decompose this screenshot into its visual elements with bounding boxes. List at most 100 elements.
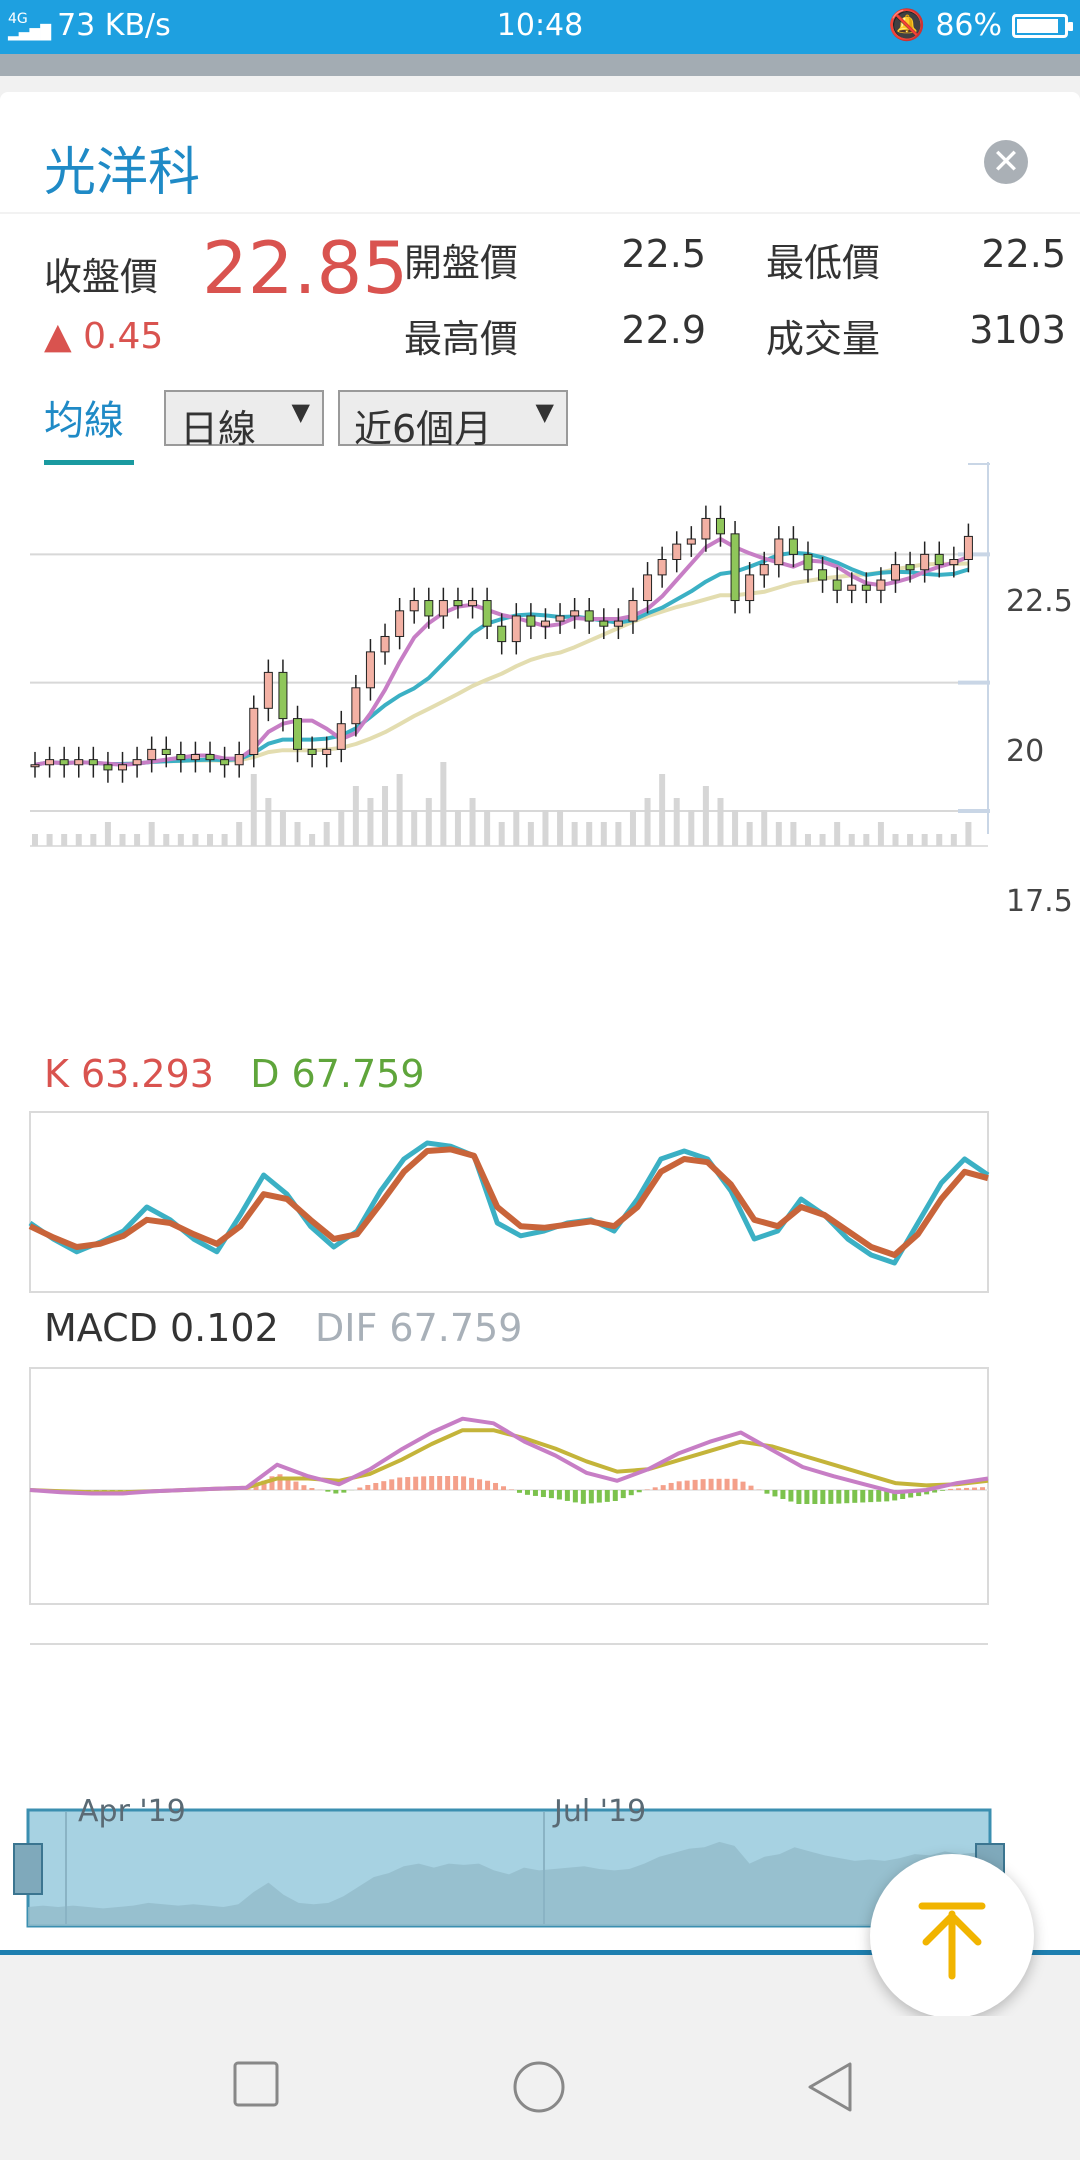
candle [905, 564, 915, 571]
high-price-label: 最高價 [404, 317, 519, 361]
macd-histogram-bar [884, 1490, 890, 1502]
candle [307, 748, 317, 755]
open-price-value: 22.5 [621, 232, 706, 276]
mute-icon: 🔕 [887, 8, 926, 43]
home-icon[interactable] [512, 2060, 566, 2114]
x-tick-label: Jul '19 [554, 1794, 647, 1829]
volume-bar [425, 798, 432, 846]
volume-bar [104, 822, 111, 846]
navigator-handle-left [13, 1843, 43, 1895]
candle [686, 538, 696, 545]
recent-apps-icon[interactable] [232, 2060, 280, 2108]
macd-histogram-bar [628, 1490, 634, 1496]
macd-histogram-bar [980, 1487, 986, 1490]
candle [438, 600, 448, 617]
candle [584, 610, 594, 622]
volume-bar [148, 822, 155, 846]
candle [205, 754, 215, 761]
volume-bar [498, 822, 505, 846]
candle [395, 610, 405, 637]
macd-histogram-bar [932, 1490, 938, 1493]
macd-histogram-bar [620, 1490, 626, 1499]
macd-histogram-bar [365, 1484, 371, 1490]
candle [147, 748, 157, 761]
macd-histogram-bar [796, 1490, 802, 1504]
candle [759, 564, 769, 576]
close-price-label: 收盤價 [44, 255, 159, 299]
macd-histogram-bar [788, 1490, 794, 1502]
candle [234, 754, 244, 766]
macd-histogram-bar [764, 1490, 770, 1494]
macd-histogram-bar [524, 1490, 530, 1495]
period-select[interactable]: 日線 ▼ [164, 390, 324, 451]
candle [628, 600, 638, 622]
macd-histogram-bar [556, 1490, 562, 1500]
macd-histogram-bar [604, 1490, 610, 1502]
candle [176, 754, 186, 761]
candle [540, 620, 550, 627]
close-icon[interactable]: ✕ [984, 140, 1028, 184]
volume-bar [819, 834, 826, 846]
ma-long-line [34, 561, 969, 767]
macd-histogram-bar [309, 1488, 315, 1490]
macd-histogram-bar [828, 1490, 834, 1504]
macd-histogram-bar [413, 1476, 419, 1490]
volume-bar [513, 810, 520, 846]
kd-indicator-label: K 63.293 D 67.759 [44, 1052, 425, 1096]
navigator-area [28, 1841, 990, 1926]
candle [132, 759, 142, 766]
range-select[interactable]: 近6個月 ▼ [338, 390, 568, 451]
candle [643, 574, 653, 602]
macd-histogram-bar [804, 1490, 810, 1504]
candle [526, 615, 536, 627]
candle [672, 543, 682, 560]
candle [88, 759, 98, 766]
candle [934, 553, 944, 566]
back-icon[interactable] [806, 2060, 854, 2114]
macd-histogram-bar [501, 1486, 507, 1490]
macd-histogram-bar [956, 1488, 962, 1490]
arrow-up-icon [918, 1902, 986, 1980]
macd-histogram-bar [253, 1485, 259, 1490]
dropdown-arrow-icon: ▼ [535, 398, 554, 426]
ma-mid-line [34, 550, 969, 767]
macd-histogram-bar [708, 1478, 714, 1490]
range-navigator[interactable] [0, 1622, 1080, 1928]
macd-histogram-bar [700, 1479, 706, 1490]
candle [657, 559, 667, 576]
volume-bar [323, 822, 330, 846]
price-chart[interactable] [0, 462, 1080, 1042]
volume-bar [119, 834, 126, 846]
macd-chart[interactable] [0, 1367, 1080, 1645]
candle [599, 620, 609, 627]
volume-bar [907, 834, 914, 846]
macd-histogram-bar [516, 1490, 522, 1493]
candle [103, 764, 113, 771]
battery-icon [1012, 13, 1073, 38]
y-tick-label: 17.5 [1006, 884, 1073, 919]
macd-histogram-bar [548, 1490, 554, 1499]
volume-bar [629, 810, 636, 846]
candle [336, 723, 346, 750]
macd-histogram-bar [277, 1474, 283, 1490]
candle [730, 533, 740, 602]
d-line [28, 1146, 989, 1258]
macd-histogram-bar [908, 1490, 914, 1498]
macd-line [29, 1416, 989, 1496]
macd-histogram-bar [692, 1479, 698, 1490]
macd-histogram-bar [732, 1478, 738, 1490]
macd-histogram-bar [293, 1481, 299, 1490]
candle [803, 553, 813, 571]
volume-bar [163, 834, 170, 846]
candle [701, 517, 711, 540]
candle [249, 707, 259, 756]
macd-histogram-bar [812, 1490, 818, 1504]
macd-histogram-bar [612, 1490, 618, 1502]
scroll-to-top-button[interactable] [870, 1854, 1034, 2018]
macd-histogram-bar [540, 1490, 546, 1498]
tab-moving-average[interactable]: 均線 [44, 398, 124, 444]
macd-histogram-bar [844, 1490, 850, 1504]
low-price-label: 最低價 [766, 241, 881, 285]
macd-histogram-bar [892, 1490, 898, 1501]
kd-chart[interactable] [0, 1111, 1080, 1302]
